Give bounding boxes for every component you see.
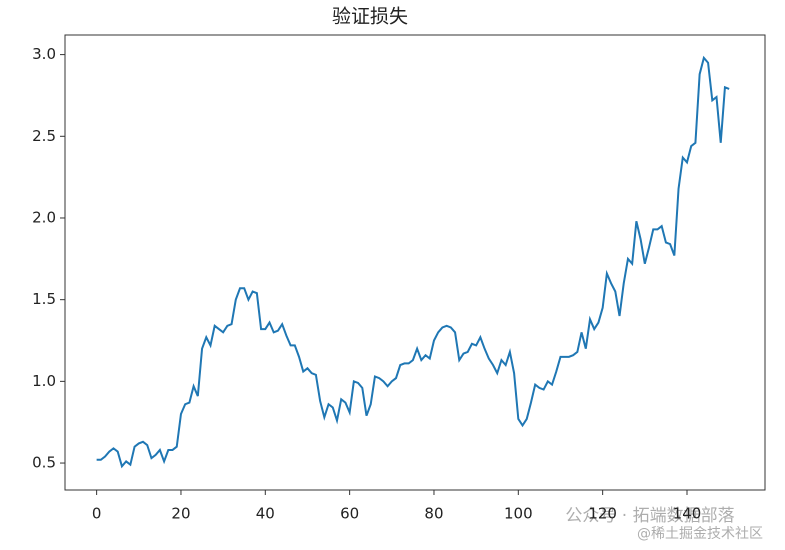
- y-tick-label: 3.0: [32, 45, 56, 63]
- y-tick-label: 1.0: [32, 372, 56, 390]
- x-tick-label: 100: [504, 505, 533, 523]
- watermark: @稀土掘金技术社区: [637, 526, 763, 542]
- x-tick-label: 120: [588, 505, 617, 523]
- x-tick-label: 40: [256, 505, 275, 523]
- x-tick-label: 0: [92, 505, 102, 523]
- x-tick-label: 80: [424, 505, 443, 523]
- plot-frame: [64, 34, 766, 491]
- chart-title: 验证损失: [332, 6, 408, 28]
- y-tick-label: 2.5: [32, 127, 56, 145]
- x-tick-label: 60: [340, 505, 359, 523]
- x-tick-label: 140: [673, 505, 702, 523]
- line: [96, 55, 730, 469]
- x-tick-label: 20: [171, 505, 190, 523]
- y-tick-label: 2.0: [32, 208, 56, 226]
- watermark: 公众号 · 拓端数据部落: [565, 506, 734, 526]
- y-tick-label: 0.5: [32, 454, 56, 472]
- y-tick-label: 1.5: [32, 290, 56, 308]
